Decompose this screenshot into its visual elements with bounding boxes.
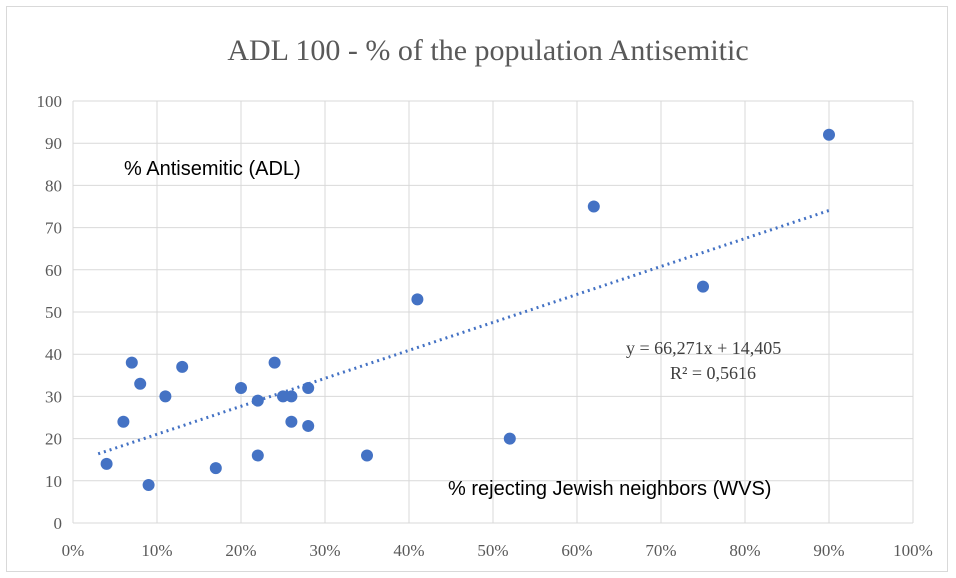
data-point (277, 390, 289, 403)
y-tick-label: 100 (37, 92, 63, 111)
data-point (159, 390, 172, 403)
gridlines (72, 100, 914, 524)
x-tick-label: 20% (225, 541, 256, 560)
data-point (251, 449, 264, 462)
y-tick-label: 0 (54, 514, 63, 533)
data-point (587, 200, 600, 213)
x-axis-ticks: 0% 10% 20% 30% 40% 50% 60% 70% 80% 90% 100% (62, 541, 933, 560)
data-point (697, 280, 709, 293)
x-tick-label: 10% (141, 541, 172, 560)
y-series-label: % Antisemitic (ADL) (124, 158, 301, 180)
y-tick-label: 90 (45, 134, 62, 153)
y-tick-label: 30 (45, 387, 62, 406)
y-tick-label: 50 (45, 303, 62, 322)
data-point (176, 360, 189, 373)
trend-r-squared: R² = 0,5616 (670, 363, 756, 383)
data-point (100, 457, 113, 470)
data-point (361, 449, 373, 462)
y-tick-label: 80 (45, 176, 62, 195)
data-point (268, 356, 281, 369)
x-tick-label: 70% (645, 541, 676, 560)
x-tick-label: 0% (62, 541, 85, 560)
x-tick-label: 60% (561, 541, 592, 560)
data-point (302, 381, 315, 394)
data-point (117, 415, 130, 428)
x-tick-label: 50% (477, 541, 508, 560)
y-tick-label: 40 (45, 345, 62, 364)
y-axis-ticks: 0 10 20 30 40 50 60 70 80 90 100 (37, 92, 63, 533)
data-point (285, 390, 298, 403)
x-series-label: % rejecting Jewish neighbors (WVS) (448, 478, 771, 500)
data-point (142, 479, 155, 492)
x-tick-label: 40% (393, 541, 424, 560)
data-point (209, 462, 222, 475)
trendline (97, 209, 830, 456)
y-tick-label: 70 (45, 219, 62, 238)
x-tick-label: 90% (813, 541, 844, 560)
data-point (125, 356, 138, 369)
data-point (285, 415, 298, 428)
y-tick-label: 60 (45, 261, 62, 280)
data-point (503, 432, 516, 445)
x-tick-label: 30% (309, 541, 340, 560)
data-point (411, 293, 424, 306)
data-point (251, 394, 264, 407)
x-tick-label: 80% (729, 541, 760, 560)
data-point (235, 381, 247, 394)
data-points (100, 128, 835, 492)
trend-equation: y = 66,271x + 14,405 (626, 338, 781, 358)
chart-title: ADL 100 - % of the population Antisemiti… (227, 34, 748, 67)
y-tick-label: 20 (45, 430, 62, 449)
x-tick-label: 100% (893, 541, 933, 560)
data-point (134, 377, 147, 390)
data-point (823, 128, 835, 141)
y-tick-label: 10 (45, 472, 62, 491)
chart-frame (6, 6, 948, 572)
data-point (302, 419, 315, 432)
